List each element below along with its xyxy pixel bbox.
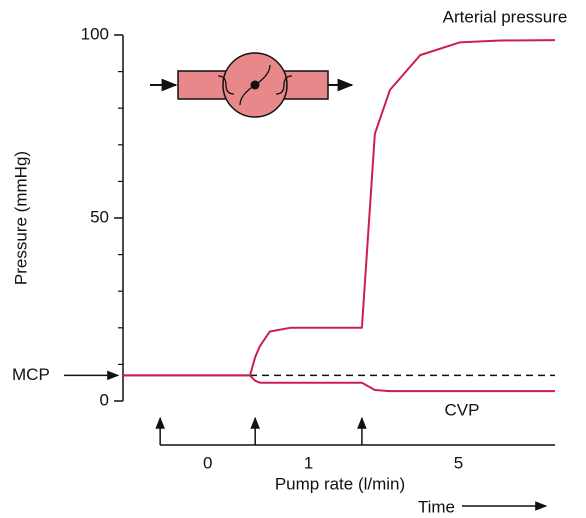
mcp-label: MCP bbox=[12, 365, 50, 384]
series-line bbox=[123, 39, 556, 377]
y-tick-label: 50 bbox=[90, 207, 109, 226]
pump-icon bbox=[150, 52, 354, 118]
series-label: Arterial pressure bbox=[443, 7, 568, 26]
time-label: Time bbox=[418, 497, 455, 516]
y-axis-label: Pressure (mmHg) bbox=[11, 151, 30, 285]
y-tick-label: 0 bbox=[100, 390, 109, 409]
pump-rate-label: 1 bbox=[304, 453, 313, 472]
pump-rate-label: 0 bbox=[203, 453, 212, 472]
series-label: CVP bbox=[445, 400, 480, 419]
series-line bbox=[123, 374, 555, 393]
pump-axis-label: Pump rate (l/min) bbox=[275, 474, 405, 493]
y-tick-label: 100 bbox=[81, 24, 109, 43]
pump-rate-label: 5 bbox=[454, 453, 463, 472]
